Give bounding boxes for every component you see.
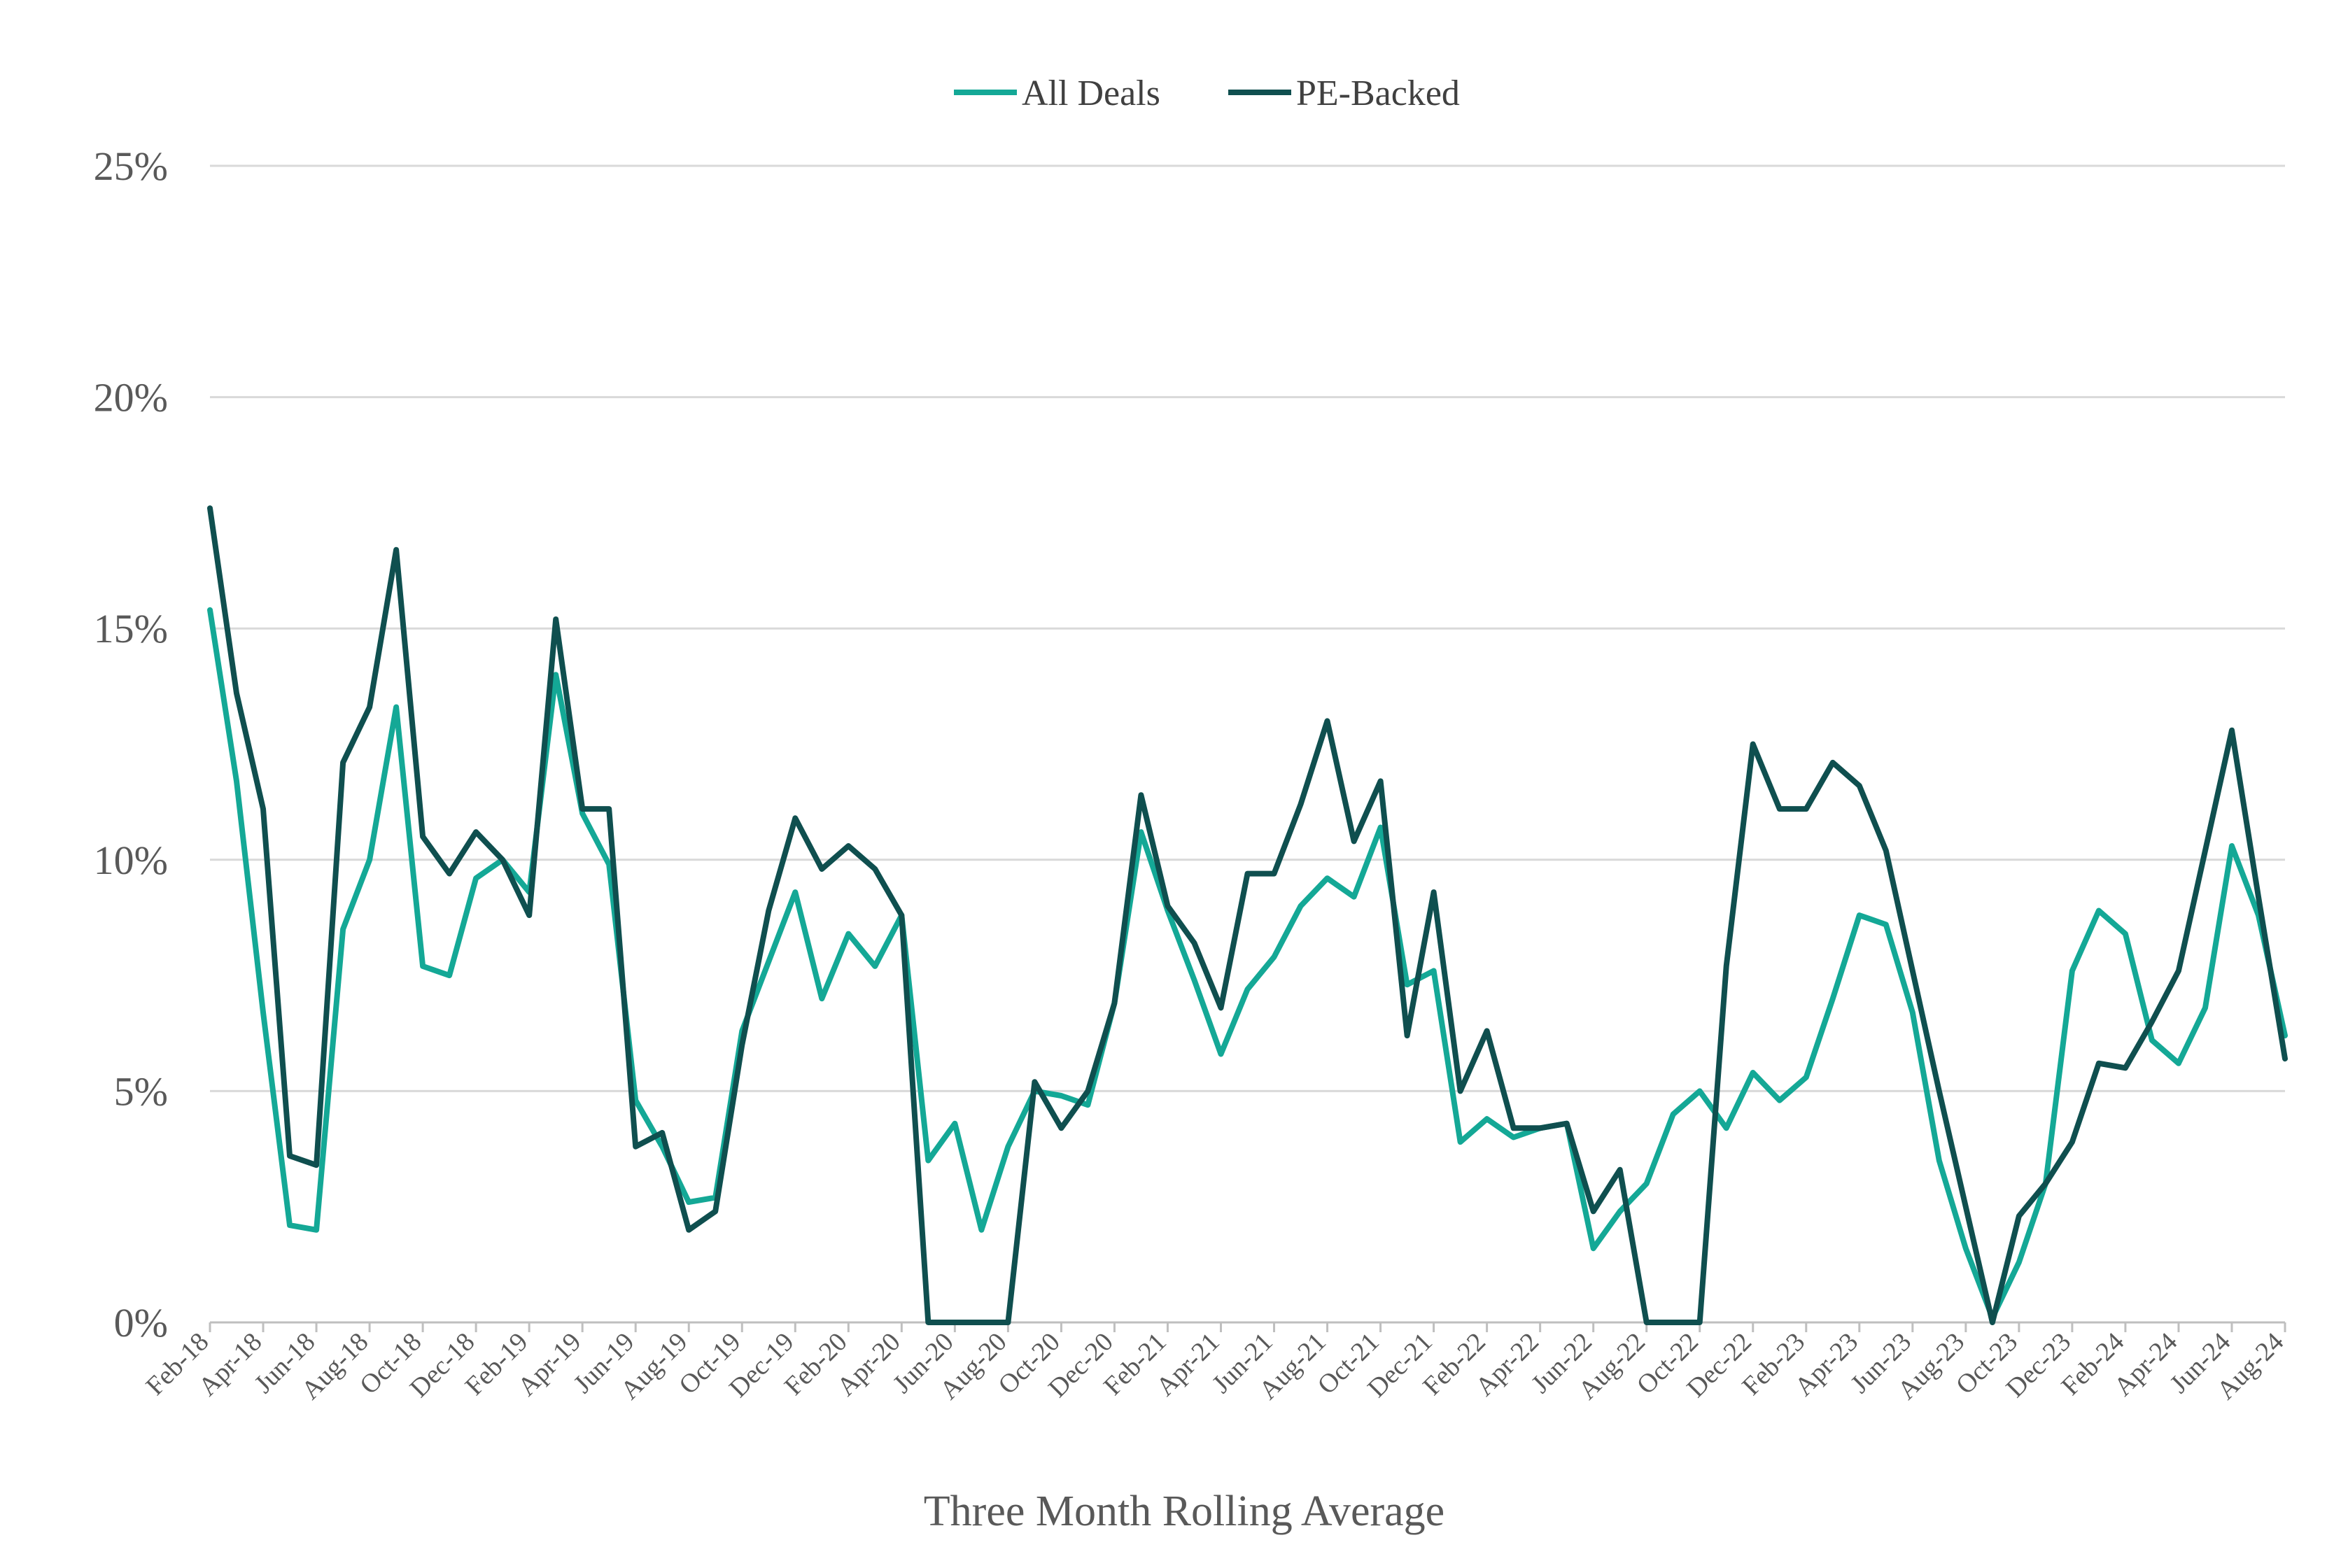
legend: All Deals PE-Backed	[954, 73, 1460, 113]
y-tick-label: 0%	[114, 1300, 168, 1345]
gridlines	[210, 164, 2285, 1092]
legend-label-all-deals: All Deals	[1022, 73, 1160, 113]
y-tick-label: 10%	[94, 838, 168, 883]
series-lines	[207, 505, 2288, 1325]
y-axis-tick-labels: 0% 5% 10% 15% 20% 25%	[94, 143, 168, 1345]
y-tick-label: 20%	[94, 375, 168, 421]
y-tick-label: 25%	[94, 143, 168, 189]
legend-label-pe-backed: PE-Backed	[1296, 73, 1460, 113]
y-tick-label: 5%	[114, 1068, 168, 1114]
series-line-pe-backed	[207, 505, 2288, 1325]
series-line-all-deals	[207, 607, 2288, 1321]
y-tick-label: 15%	[94, 606, 168, 651]
x-axis-title: Three Month Rolling Average	[924, 1488, 1444, 1535]
x-axis: Feb-18Apr-18Jun-18Aug-18Oct-18Dec-18Feb-…	[141, 1321, 2289, 1405]
